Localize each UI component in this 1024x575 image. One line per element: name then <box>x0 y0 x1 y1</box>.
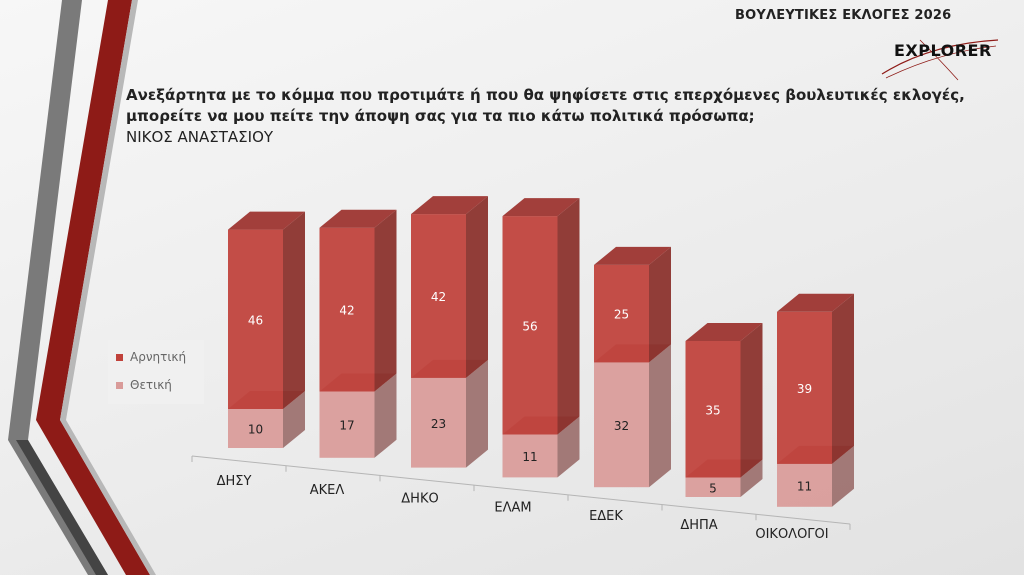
data-label-negative-1: 42 <box>339 304 354 318</box>
data-label-positive-3: 11 <box>522 450 537 464</box>
data-label-negative-4: 25 <box>614 308 629 322</box>
question-line-1: Ανεξάρτητα με το κόμμα που προτιμάτε ή π… <box>126 86 965 104</box>
data-label-positive-4: 32 <box>614 419 629 433</box>
bar-negative-3-side <box>557 198 580 435</box>
bar-negative-5-side <box>740 323 763 478</box>
data-label-positive-1: 17 <box>339 419 354 433</box>
bar-positive-6-front <box>777 463 832 507</box>
category-label-5: ΔΗΠΑ <box>680 518 717 533</box>
bar-positive-3-front <box>502 434 558 478</box>
category-label-3: ΕΛΑΜ <box>494 500 531 515</box>
logo-text: EXPLORER <box>894 41 992 60</box>
category-label-2: ΔΗΚΟ <box>401 492 438 507</box>
explorer-logo: EXPLORER <box>880 38 1000 83</box>
legend-swatch-negative <box>116 354 123 361</box>
data-label-negative-0: 46 <box>248 313 263 327</box>
data-label-negative-2: 42 <box>431 290 446 304</box>
legend-item-positive: Θετική <box>116 378 172 392</box>
data-label-positive-2: 23 <box>431 417 446 431</box>
bar-negative-6-top <box>777 293 854 312</box>
bar-negative-2-side <box>466 196 488 378</box>
bar-positive-0-front <box>228 409 283 448</box>
bar-negative-1-side <box>374 209 397 392</box>
data-label-positive-6: 11 <box>797 479 812 493</box>
data-label-positive-5: 5 <box>709 481 717 495</box>
category-label-1: ΑΚΕΛ <box>310 483 345 498</box>
bar-negative-3-front <box>502 216 558 435</box>
bar-positive-2-side <box>466 359 488 468</box>
category-label-6: ΟΙΚΟΛΟΓΟΙ <box>755 527 828 542</box>
data-label-negative-3: 56 <box>522 319 537 333</box>
bar-positive-5-side <box>740 459 763 497</box>
bar-negative-3-top <box>502 198 580 217</box>
category-label-0: ΔΗΣΥ <box>217 474 252 489</box>
bar-negative-2-top <box>411 196 488 215</box>
bar-negative-0-front <box>228 229 283 409</box>
bar-positive-5-front <box>685 477 741 497</box>
bar-negative-1-front <box>319 227 375 392</box>
survey-question: Ανεξάρτητα με το κόμμα που προτιμάτε ή π… <box>126 85 986 148</box>
bar-negative-0-top <box>228 211 305 230</box>
bar-negative-4-top <box>594 246 671 265</box>
bar-positive-0-side <box>283 391 305 448</box>
bar-positive-4-side <box>649 344 671 488</box>
bar-negative-2-front <box>411 214 466 378</box>
legend-label-positive: Θετική <box>130 378 172 392</box>
bar-positive-2-front <box>411 377 466 468</box>
question-line-2: μπορείτε να μου πείτε την άποψη σας για … <box>126 107 755 125</box>
bar-negative-0-side <box>283 211 305 409</box>
bar-negative-6-side <box>832 293 854 464</box>
logo-swoosh-icon <box>881 39 999 81</box>
data-label-positive-0: 10 <box>248 423 263 437</box>
bar-positive-4-front <box>594 362 649 488</box>
bar-negative-5-top <box>685 323 763 341</box>
legend-label-negative: Αρνητική <box>130 350 187 364</box>
question-subject: ΝΙΚΟΣ ΑΝΑΣΤΑΣΙΟΥ <box>126 128 274 146</box>
bar-positive-3-side <box>557 416 580 478</box>
legend-swatch-positive <box>116 382 123 389</box>
bar-negative-1-top <box>319 209 397 228</box>
data-label-negative-6: 39 <box>797 382 812 396</box>
chart-legend: Αρνητική Θετική <box>108 340 204 404</box>
category-label-4: ΕΔΕΚ <box>589 509 623 524</box>
x-axis-line <box>191 455 851 525</box>
bar-positive-1-side <box>374 373 397 458</box>
bar-positive-1-front <box>319 391 375 458</box>
bar-negative-5-front <box>685 341 741 478</box>
bar-negative-4-side <box>649 246 671 363</box>
bar-positive-6-side <box>832 445 854 507</box>
header-title: ΒΟΥΛΕΥΤΙΚΕΣ ΕΚΛΟΓΕΣ 2026 <box>735 8 952 23</box>
legend-item-negative: Αρνητική <box>116 350 186 364</box>
data-label-negative-5: 35 <box>705 403 720 417</box>
bar-negative-4-front <box>594 264 649 363</box>
bar-negative-6-front <box>777 311 832 464</box>
